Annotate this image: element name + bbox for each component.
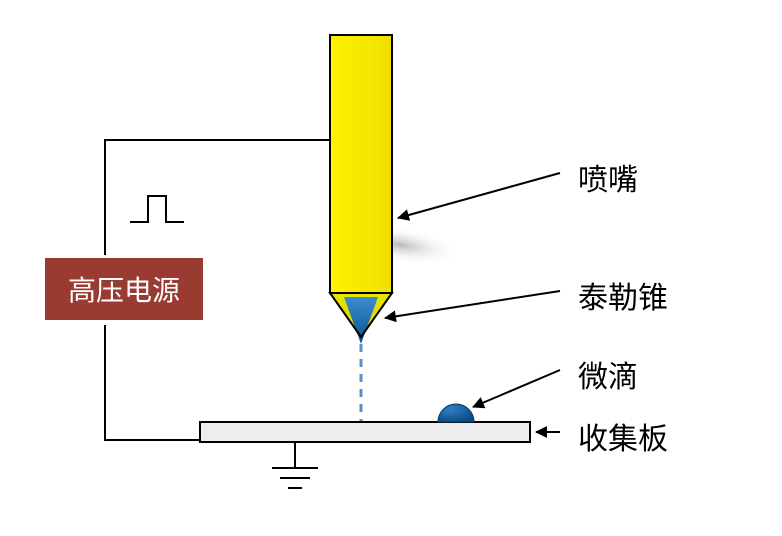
- pulse-icon: [130, 196, 184, 222]
- nozzle_label: 喷嘴: [578, 155, 638, 199]
- wire-top: [105, 140, 330, 255]
- droplet-shape: [438, 404, 474, 422]
- ground-icon: [272, 442, 318, 488]
- collector-plate: [200, 422, 530, 442]
- droplet_label: 微滴: [578, 352, 638, 396]
- hv-supply-label: 高压电源: [68, 269, 180, 309]
- arrow-droplet: [473, 370, 560, 407]
- hv-supply-box: 高压电源: [42, 255, 206, 323]
- nozzle-body: [330, 35, 392, 293]
- collector_label: 收集板: [578, 414, 668, 458]
- taylor_label: 泰勒锥: [578, 273, 668, 317]
- label-arrows: [385, 173, 560, 432]
- arrow-nozzle: [398, 173, 560, 218]
- diagram-stage: 高压电源 喷嘴泰勒锥微滴收集板: [0, 0, 782, 536]
- arrow-taylor: [385, 291, 560, 318]
